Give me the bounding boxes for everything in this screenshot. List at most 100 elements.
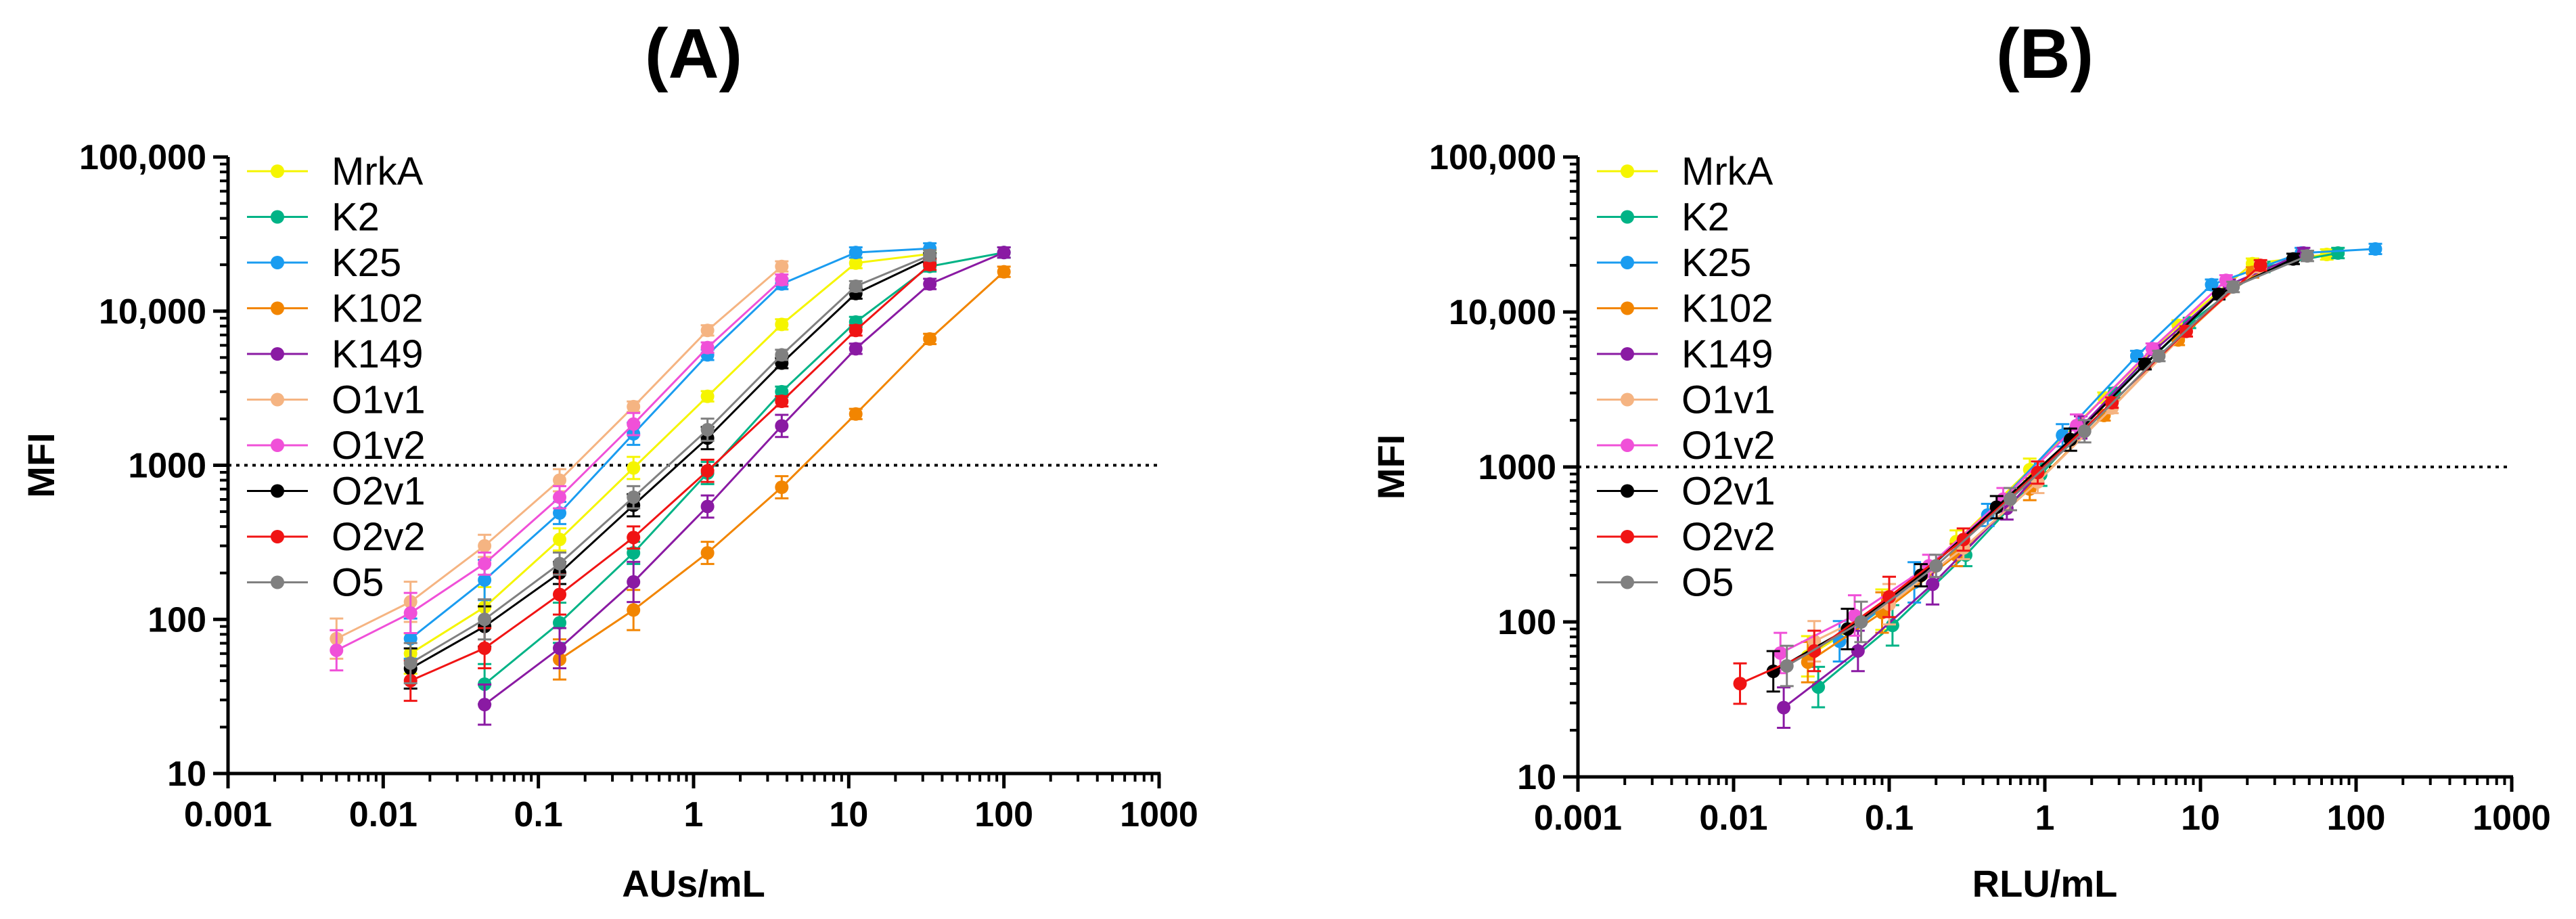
legend-label: K149 <box>332 332 423 376</box>
data-point <box>997 265 1011 279</box>
series-line <box>409 257 930 670</box>
legend-swatch-marker <box>1621 575 1634 589</box>
data-point <box>2331 246 2345 260</box>
legend-label: O1v2 <box>332 424 426 468</box>
legend-label: K102 <box>1681 287 1773 331</box>
panel-b: (B) 0.001 0.01 0.1 1 10 100 1000 10 100 1000 10,000… <box>1370 15 2551 905</box>
data-point <box>700 499 715 514</box>
panel-a: (A) 0.001 0.01 0.1 1 10 100 1000 10 100 1000 10,000… <box>20 15 1198 905</box>
data-point <box>775 348 789 362</box>
data-point <box>849 407 863 421</box>
data-point <box>2063 432 2077 447</box>
legend-label: O5 <box>1681 561 1734 605</box>
data-point <box>627 603 641 617</box>
legend-label: O5 <box>332 561 384 605</box>
data-point <box>1989 500 2004 514</box>
series-line <box>410 264 931 682</box>
legend-label: O2v1 <box>1681 470 1776 514</box>
x-tick-label: 10 <box>829 795 868 834</box>
legend-swatch-marker <box>271 393 284 407</box>
series-k149 <box>478 246 1011 726</box>
data-point <box>700 323 715 338</box>
data-point <box>2226 280 2240 294</box>
series-k25 <box>403 242 937 660</box>
y-tick-label: 10 <box>1517 758 1556 797</box>
data-point <box>700 546 715 560</box>
data-point <box>403 656 417 670</box>
series-o1v2 <box>330 273 789 672</box>
data-point <box>478 573 492 587</box>
legend-label: O2v2 <box>1681 515 1776 559</box>
data-point <box>923 277 937 291</box>
data-point <box>700 389 715 403</box>
x-tick-label: 10 <box>2181 799 2220 838</box>
legend-label: MrkA <box>332 150 424 194</box>
data-point <box>553 490 567 504</box>
data-point <box>1929 559 1943 573</box>
data-point <box>775 394 789 408</box>
data-point <box>2205 277 2219 292</box>
data-point <box>1926 577 1940 591</box>
data-point <box>849 323 863 338</box>
data-point <box>923 332 937 346</box>
x-tick-label: 0.1 <box>514 795 563 834</box>
legend-label: K102 <box>332 287 423 331</box>
legend-label: O2v1 <box>332 470 426 514</box>
data-point <box>2368 242 2382 256</box>
x-tick-label: 1 <box>684 795 704 834</box>
data-point <box>627 531 641 545</box>
y-tick-label: 10,000 <box>99 292 206 332</box>
legend-swatch-marker <box>271 301 284 315</box>
legend-label: O1v1 <box>332 378 426 422</box>
data-point <box>849 279 863 293</box>
legend-swatch-marker <box>1621 301 1634 315</box>
series-o1v2 <box>1773 273 2233 675</box>
data-point <box>1777 700 1791 715</box>
series-line <box>409 247 930 640</box>
panel-title: (A) <box>645 15 742 93</box>
y-tick-label: 100 <box>1497 603 1556 642</box>
legend-label: K2 <box>1681 196 1730 240</box>
data-point <box>849 246 863 260</box>
y-tick-label: 10 <box>167 755 206 794</box>
data-point <box>923 248 937 263</box>
series-k2 <box>1811 246 2345 709</box>
x-tick-label: 1 <box>2035 799 2055 838</box>
data-point <box>775 259 789 273</box>
legend-swatch-marker <box>1621 164 1634 178</box>
data-point <box>478 556 492 570</box>
legend-label: K149 <box>1681 332 1773 376</box>
y-axis-title: MFI <box>20 432 62 497</box>
data-point <box>1733 677 1747 691</box>
legend-label: O2v2 <box>332 515 426 559</box>
x-axis-title: RLU/mL <box>1972 862 2118 905</box>
legend-label: O1v2 <box>1681 424 1776 468</box>
data-point <box>700 340 715 355</box>
data-point <box>2152 349 2166 363</box>
data-point <box>2077 424 2092 439</box>
series-line <box>409 252 930 655</box>
data-point <box>478 641 492 655</box>
legend-swatch-marker <box>271 347 284 361</box>
x-tick-label: 0.01 <box>349 795 417 834</box>
legend-label: O1v1 <box>1681 378 1776 422</box>
data-point <box>1773 646 1788 660</box>
data-point <box>849 256 863 270</box>
x-tick-label: 0.01 <box>1699 799 1767 838</box>
data-point <box>1851 644 1865 658</box>
y-axis-title: MFI <box>1370 434 1412 499</box>
data-point <box>627 461 641 475</box>
legend-swatch-marker <box>1621 210 1634 224</box>
data-point <box>2003 492 2017 506</box>
series-o2v2 <box>1733 259 2267 705</box>
data-point <box>2300 249 2314 263</box>
data-point <box>997 246 1011 260</box>
data-point <box>700 464 715 478</box>
y-tick-label: 1000 <box>1478 448 1556 487</box>
y-tick-label: 100,000 <box>79 138 206 177</box>
data-point <box>403 606 417 620</box>
data-point <box>1854 615 1868 629</box>
legend-label: K25 <box>332 241 401 285</box>
